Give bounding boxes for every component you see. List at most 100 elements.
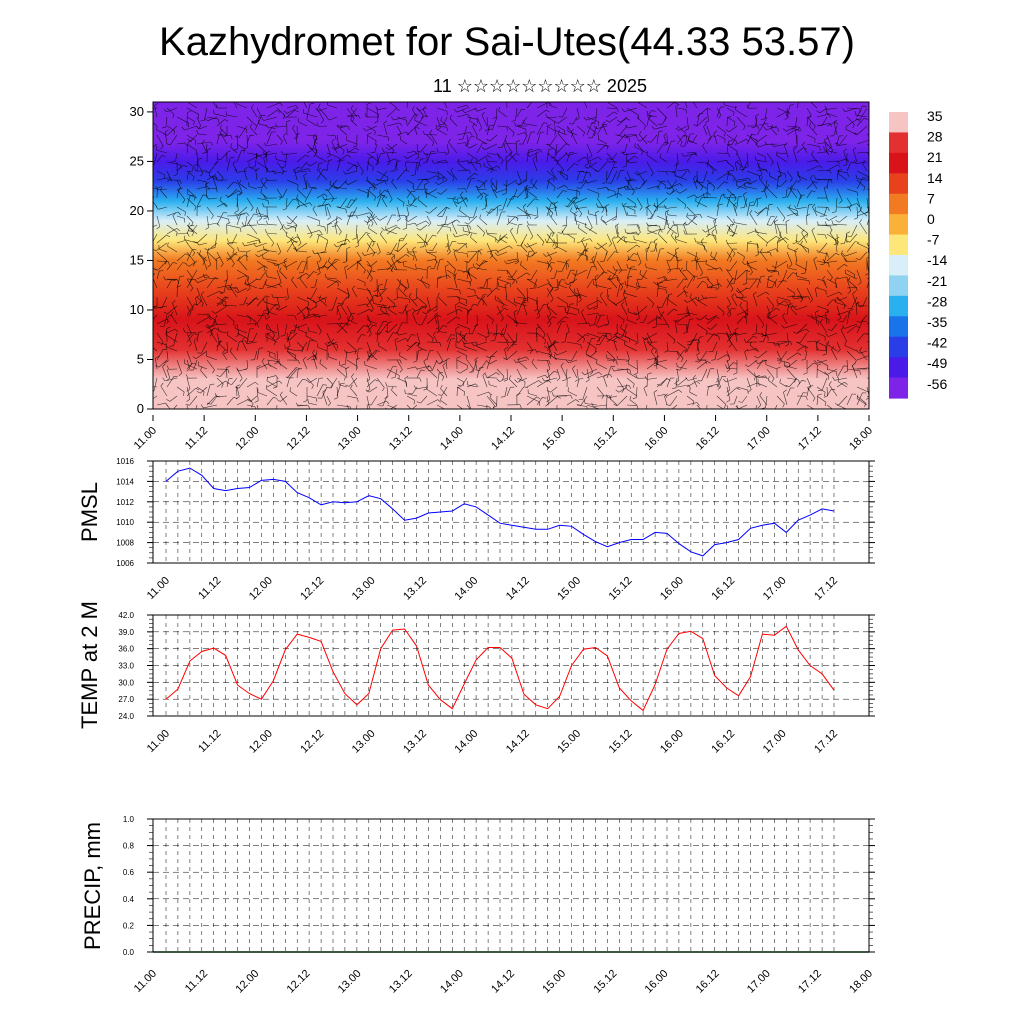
x-tick-label: 16.12 — [694, 425, 722, 453]
wind-barb-flag — [588, 155, 593, 159]
wind-barb-flag — [667, 270, 671, 274]
wind-barb-flag — [462, 226, 464, 231]
wind-barb-flag — [194, 206, 197, 211]
wind-barb — [733, 205, 738, 217]
wind-barb — [436, 125, 447, 128]
wind-barb — [505, 298, 518, 307]
wind-barb-flag — [226, 150, 231, 153]
wind-barb — [336, 243, 343, 253]
wind-barb — [396, 322, 403, 334]
wind-barb-flag — [200, 404, 204, 409]
wind-barb-flag — [161, 126, 166, 129]
wind-barb-flag — [301, 348, 304, 353]
wind-barb — [546, 125, 548, 136]
wind-barb — [455, 233, 468, 238]
wind-barb-flag — [693, 175, 697, 179]
wind-barb — [346, 313, 352, 325]
wind-barb — [315, 155, 328, 163]
wind-barb-flag — [342, 170, 346, 175]
wind-barb-flag — [385, 308, 387, 313]
wind-barb — [453, 252, 458, 262]
wind-barb-flag — [735, 105, 737, 110]
wind-barb-flag — [816, 339, 821, 343]
wind-barb — [835, 197, 838, 212]
wind-barb — [546, 305, 558, 316]
wind-barb — [624, 107, 638, 112]
wind-barb-flag — [442, 362, 447, 366]
y-tick-label: 5 — [137, 351, 144, 366]
wind-barb — [846, 350, 857, 361]
wind-barb — [546, 359, 551, 370]
wind-barb — [246, 134, 249, 148]
wind-barb-flag — [245, 275, 249, 279]
wind-barb-flag — [715, 235, 717, 240]
wind-barb — [686, 116, 689, 129]
wind-barb — [455, 346, 468, 352]
wind-barb — [346, 287, 350, 297]
wind-barb-flag — [258, 155, 263, 159]
wind-barb-flag — [263, 155, 268, 159]
wind-barb — [586, 278, 594, 289]
wind-barb-flag — [302, 96, 305, 99]
wind-barb-flag — [165, 330, 167, 335]
wind-barb-flag — [400, 135, 402, 140]
wind-barb-flag — [557, 396, 561, 399]
wind-barb — [566, 233, 575, 239]
wind-barb-flag — [170, 311, 174, 315]
wind-barb — [856, 398, 868, 406]
wind-barb-flag — [520, 241, 523, 246]
wind-barb-flag — [522, 203, 527, 207]
wind-barb-flag — [813, 181, 818, 184]
wind-barb — [336, 224, 342, 232]
wind-barb-flag — [516, 258, 519, 263]
wind-barb-flag — [279, 391, 283, 396]
wind-barb-flag — [550, 212, 554, 217]
wind-barb-flag — [759, 278, 761, 283]
wind-barb-flag — [214, 320, 216, 325]
wind-barb-flag — [236, 287, 239, 292]
wind-barb-flag — [536, 326, 541, 329]
y-tick-label: 0 — [137, 401, 144, 416]
wind-barb-flag — [671, 232, 674, 236]
wind-barb — [506, 196, 513, 208]
wind-barb — [472, 323, 478, 335]
wind-barb-flag — [231, 263, 235, 268]
wind-barb-flag — [641, 151, 644, 156]
wind-barb — [776, 176, 779, 190]
wind-barb — [506, 143, 512, 153]
x-tick-label: 15.00 — [540, 425, 568, 453]
wind-barb-flag — [574, 163, 579, 166]
wind-barb-flag — [281, 151, 284, 156]
wind-barb — [266, 102, 280, 109]
wind-barb-flag — [254, 126, 257, 131]
wind-barb — [526, 170, 528, 180]
wind-barb — [546, 286, 554, 298]
wind-barb-flag — [327, 223, 332, 225]
wind-barb-flag — [862, 160, 866, 164]
wind-barb-flag — [676, 190, 680, 194]
wind-barb-flag — [277, 251, 282, 255]
wind-barb-flag — [243, 147, 248, 150]
wind-barb — [186, 251, 196, 263]
wind-barb-flag — [526, 272, 531, 276]
wind-barb — [565, 215, 568, 226]
wind-barb-flag — [542, 253, 547, 257]
wind-barb-flag — [808, 280, 811, 285]
wind-barb-flag — [862, 105, 867, 107]
wind-barb — [526, 341, 533, 351]
wind-barb-flag — [399, 279, 401, 284]
wind-barb-flag — [406, 344, 411, 348]
wind-barb-flag — [575, 117, 580, 121]
wind-barb — [466, 161, 481, 164]
wind-barb-flag — [411, 190, 416, 193]
wind-barb — [327, 260, 338, 269]
wind-barb — [576, 287, 582, 300]
wind-barb — [546, 341, 556, 352]
wind-barb — [420, 279, 428, 289]
wind-barb — [490, 181, 498, 190]
wind-barb — [254, 350, 258, 360]
wind-barb — [845, 129, 858, 136]
wind-barb-flag — [374, 121, 379, 124]
wind-barb — [246, 135, 250, 145]
wind-barb-flag — [530, 178, 533, 183]
